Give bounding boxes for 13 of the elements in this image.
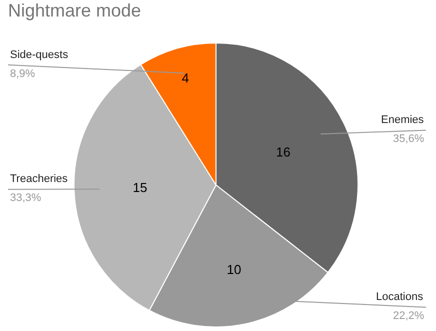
data-label: 4 (182, 70, 189, 86)
slice-label: Locations (376, 291, 424, 303)
text: 33,3% (10, 192, 42, 204)
slice-label: Side-quests (10, 49, 69, 61)
data-label: 15 (132, 180, 148, 196)
data-label: 10 (226, 262, 242, 278)
text: 8,9% (10, 68, 36, 80)
text: 35,6% (393, 133, 424, 145)
chart-title: Nightmare mode (8, 0, 142, 21)
slice-label: Enemies (381, 114, 424, 126)
text: 22,2% (393, 310, 424, 322)
slice-label: Treacheries (10, 173, 68, 185)
data-label: 16 (276, 144, 290, 160)
